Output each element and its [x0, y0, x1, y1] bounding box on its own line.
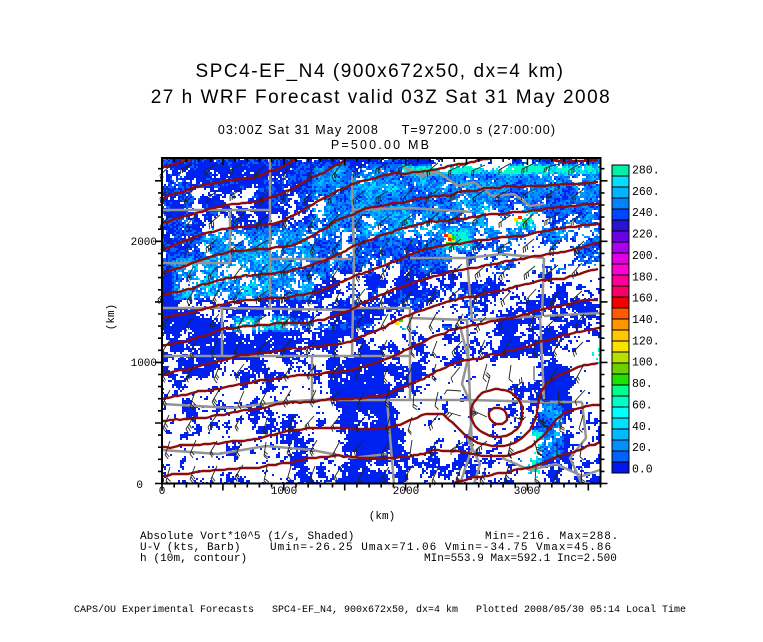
svg-text:180.: 180. — [632, 271, 660, 284]
svg-text:U-V (kts, Barb): U-V (kts, Barb) — [140, 542, 241, 554]
svg-text:0: 0 — [159, 486, 166, 498]
svg-text:SPC4-EF_N4 (900x672x50, dx=4 k: SPC4-EF_N4 (900x672x50, dx=4 km) — [195, 61, 564, 82]
svg-text:160.: 160. — [632, 293, 660, 306]
svg-text:2000: 2000 — [393, 486, 419, 498]
svg-text:(km): (km) — [106, 304, 118, 330]
svg-text:0.0: 0.0 — [632, 464, 653, 477]
svg-text:40.: 40. — [632, 421, 653, 434]
svg-text:80.: 80. — [632, 378, 653, 391]
svg-text:27 h WRF Forecast valid 03Z Sa: 27 h WRF Forecast valid 03Z Sat 31 May 2… — [151, 87, 612, 108]
svg-text:Umin=-26.25 Umax=71.06 Vmin=-3: Umin=-26.25 Umax=71.06 Vmin=-34.75 Vmax=… — [270, 542, 612, 554]
svg-text:20.: 20. — [632, 442, 653, 455]
svg-text:0: 0 — [136, 480, 143, 492]
svg-text:220.: 220. — [632, 229, 660, 242]
svg-text:60.: 60. — [632, 399, 653, 412]
svg-text:1000: 1000 — [271, 486, 297, 498]
svg-text:120.: 120. — [632, 335, 660, 348]
svg-text:P=500.00 MB: P=500.00 MB — [331, 138, 431, 152]
svg-text:3000: 3000 — [514, 486, 540, 498]
svg-text:140.: 140. — [632, 314, 660, 327]
svg-text:240.: 240. — [632, 207, 660, 220]
svg-text:h (10m, contour): h (10m, contour) — [140, 553, 247, 565]
svg-text:1000: 1000 — [131, 358, 157, 370]
svg-text:2000: 2000 — [131, 237, 157, 249]
svg-text:100.: 100. — [632, 357, 660, 370]
svg-text:Min=-216. Max=288.: Min=-216. Max=288. — [485, 531, 619, 543]
svg-text:Absolute Vort*10^5 (1/s, Shade: Absolute Vort*10^5 (1/s, Shaded) — [140, 531, 354, 543]
svg-text:CAPS/OU Experimental Forecasts: CAPS/OU Experimental Forecasts SPC4-EF_N… — [74, 604, 686, 616]
svg-text:200.: 200. — [632, 250, 660, 263]
svg-text:MIn=553.9 Max=592.1 Inc=2.500: MIn=553.9 Max=592.1 Inc=2.500 — [424, 553, 617, 565]
svg-text:03:00Z Sat 31 May 2008 T=9: 03:00Z Sat 31 May 2008 T=97200.0 s (27:0… — [218, 123, 556, 137]
svg-text:280.: 280. — [632, 165, 660, 178]
svg-text:260.: 260. — [632, 186, 660, 199]
svg-text:(km): (km) — [369, 511, 395, 523]
